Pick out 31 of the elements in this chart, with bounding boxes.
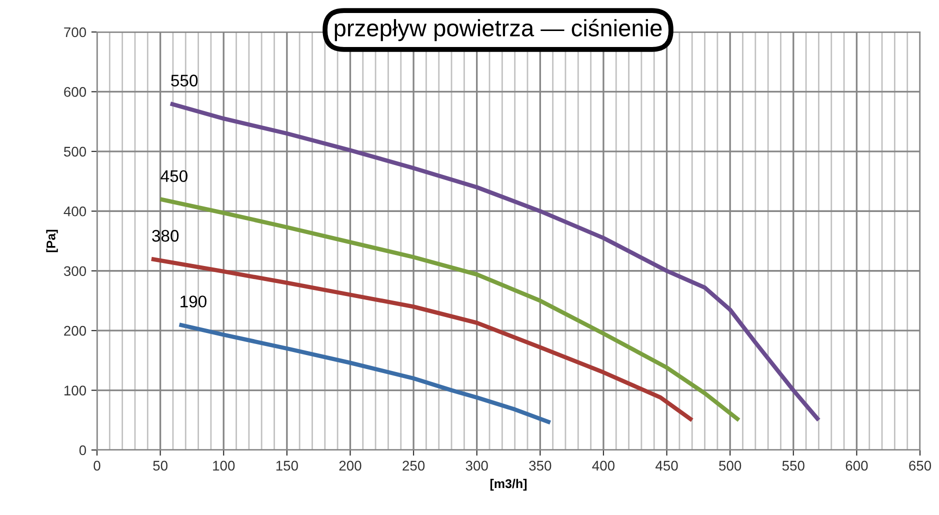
series-label: 550 [171, 74, 198, 86]
y-tick-label: 700 [64, 27, 86, 38]
x-tick-label: 100 [213, 460, 235, 471]
y-tick-label: 500 [64, 146, 86, 157]
y-tick-label: 300 [64, 266, 86, 276]
x-tick-label: 0 [94, 460, 100, 471]
line-series [177, 322, 552, 425]
x-tick-label: 400 [592, 460, 615, 471]
y-tick-label: 600 [64, 87, 86, 97]
x-tick-label: 250 [402, 460, 425, 471]
x-tick-label: 550 [782, 460, 804, 471]
x-tick-label: 500 [719, 460, 742, 471]
y-tick-label: 0 [79, 445, 86, 456]
chart-title: przepływ powietrza — ciśnienie [334, 18, 662, 42]
line-series [149, 256, 694, 422]
series-label: 190 [180, 296, 206, 308]
series-label: 380 [152, 230, 179, 242]
x-tick-label: 200 [339, 460, 362, 471]
x-tick-label: 650 [909, 460, 932, 471]
y-tick-label: 100 [64, 386, 86, 396]
x-tick-label: 350 [529, 460, 552, 471]
x-axis-title: [m3/h] [490, 478, 527, 491]
y-axis-title: [Pa] [46, 230, 58, 252]
x-tick-label: 300 [466, 460, 488, 471]
x-tick-label: 600 [846, 460, 868, 471]
y-tick-label: 200 [64, 326, 86, 336]
series-label: 450 [160, 170, 188, 182]
x-tick-label: 150 [276, 460, 298, 471]
x-tick-label: 450 [656, 460, 678, 471]
y-tick-label: 400 [64, 206, 86, 216]
x-tick-label: 50 [153, 460, 168, 471]
